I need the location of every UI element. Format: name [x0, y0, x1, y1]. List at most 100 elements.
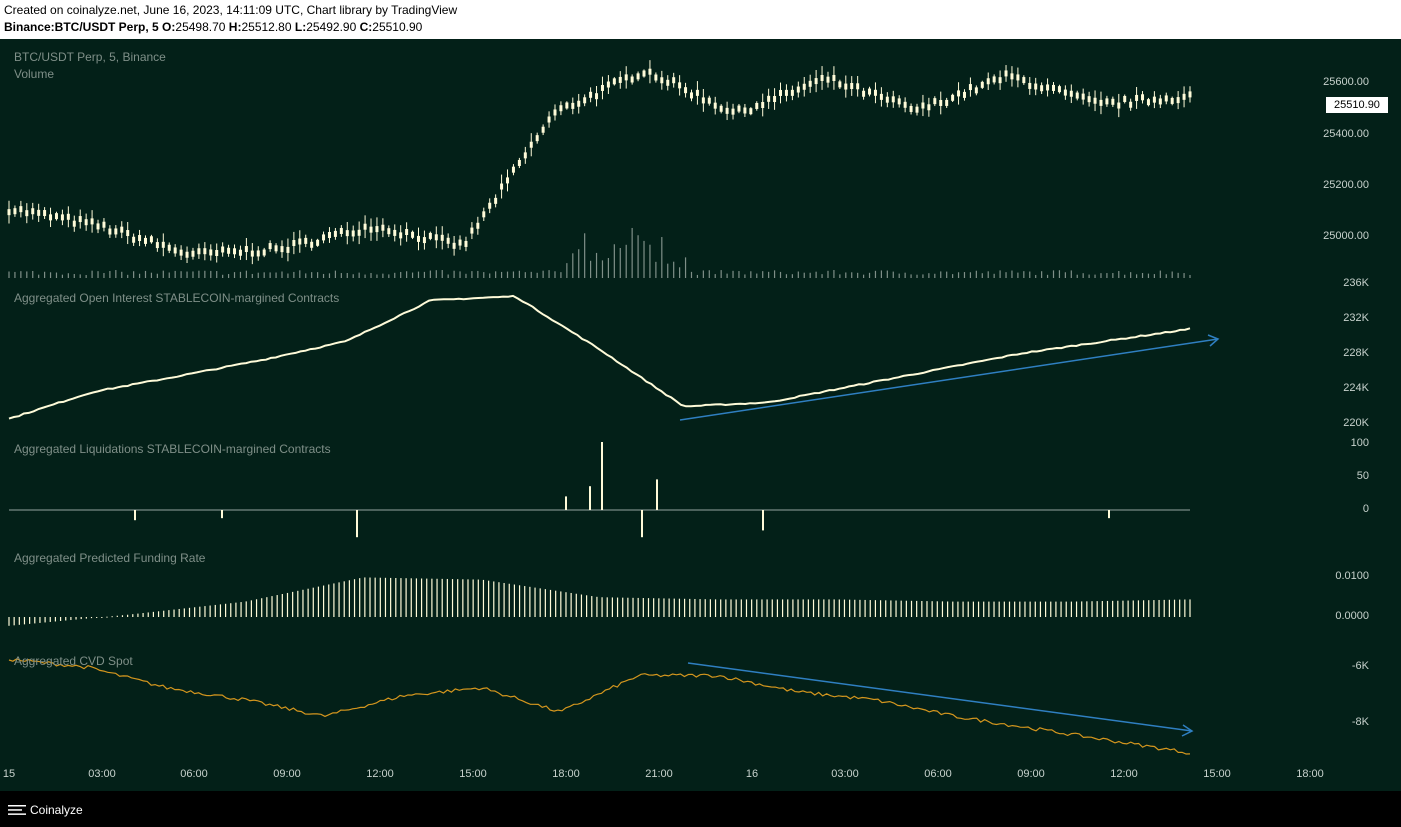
funding-bar: [1168, 599, 1170, 617]
liquidation-bar: [356, 510, 358, 538]
volume-bar: [862, 274, 865, 278]
volume-bar: [815, 271, 817, 278]
funding-bar: [230, 603, 232, 617]
volume-bar: [1035, 274, 1037, 278]
price-candle: [84, 219, 88, 226]
volume-bar: [839, 274, 841, 278]
volume-bar: [506, 271, 509, 278]
funding-bar: [720, 599, 722, 617]
funding-bar: [539, 588, 541, 617]
current-price-label: 25510.90: [1326, 97, 1388, 113]
funding-bar: [709, 599, 711, 617]
volume-bar: [441, 270, 443, 278]
volume-bar: [946, 271, 948, 278]
funding-bar: [993, 601, 995, 617]
price-candle: [238, 249, 242, 256]
volume-bar: [168, 272, 170, 278]
price-candle: [1152, 96, 1156, 103]
volume-bar: [346, 273, 348, 278]
funding-bar: [802, 599, 804, 617]
volume-bar: [388, 274, 390, 278]
volume-bar: [969, 272, 972, 278]
funding-bar: [673, 598, 675, 617]
funding-bar: [518, 585, 521, 617]
volume-bar: [696, 274, 699, 278]
funding-bar: [890, 600, 892, 617]
funding-bar: [596, 596, 598, 617]
volume-bar: [489, 273, 491, 278]
funding-bar: [353, 579, 356, 617]
chart-canvas[interactable]: [0, 39, 1401, 791]
funding-bar: [565, 592, 567, 617]
ohlc-header: Binance:BTC/USDT Perp, 5 O:25498.70 H:25…: [4, 20, 422, 34]
price-candle: [488, 202, 492, 209]
volume-bar: [738, 271, 740, 278]
volume-bar: [601, 260, 604, 278]
volume-bar: [1153, 274, 1155, 278]
price-candle: [96, 223, 100, 230]
funding-bar: [1024, 601, 1026, 617]
funding-bar: [39, 617, 41, 623]
price-candle: [31, 208, 35, 215]
price-candle: [1075, 92, 1079, 99]
funding-bar: [49, 617, 51, 622]
price-candle: [1016, 74, 1020, 81]
price-candle: [143, 237, 147, 244]
funding-bar: [895, 600, 897, 617]
volume-bar: [1094, 274, 1096, 278]
funding-bar: [663, 598, 665, 617]
volume-bar: [435, 270, 437, 278]
funding-bar: [467, 579, 469, 617]
volume-bar: [73, 273, 75, 278]
volume-bar: [1118, 270, 1120, 278]
low-value: 25492.90: [306, 20, 357, 34]
funding-bar: [575, 593, 577, 617]
price-candle: [476, 222, 480, 229]
price-candle: [363, 223, 367, 230]
funding-bar: [916, 600, 918, 617]
volume-bar: [833, 270, 835, 278]
price-candle: [1164, 95, 1168, 102]
volume-bar: [1011, 270, 1013, 278]
cvd-line: [8, 658, 1191, 755]
price-candle: [678, 82, 682, 89]
funding-bar: [374, 577, 376, 617]
oi-tick: 220K: [1343, 417, 1369, 429]
price-tick: 25200.00: [1323, 179, 1369, 191]
volume-bar: [162, 270, 164, 278]
funding-bar: [359, 578, 361, 617]
footer-bar: Coinalyze: [0, 791, 1401, 827]
volume-bar: [127, 274, 129, 278]
volume-bar: [500, 271, 503, 278]
price-candle: [434, 234, 438, 241]
price-candle: [642, 70, 646, 77]
chart-area[interactable]: BTC/USDT Perp, 5, Binance Volume Aggrega…: [0, 39, 1401, 791]
funding-bar: [199, 606, 201, 617]
open-interest-pane-title: Aggregated Open Interest STABLECOIN-marg…: [14, 291, 340, 305]
volume-bar: [874, 270, 877, 278]
funding-bar: [34, 617, 36, 624]
price-candle: [565, 102, 569, 109]
volume-bar: [1159, 270, 1161, 278]
funding-bar: [699, 599, 701, 617]
funding-bar: [910, 600, 913, 617]
price-candle: [19, 206, 23, 213]
funding-bar: [420, 578, 423, 617]
funding-bar: [13, 617, 15, 626]
price-candle: [268, 243, 272, 250]
time-tick: 03:00: [831, 768, 859, 780]
funding-bar: [952, 601, 954, 617]
funding-bar: [1148, 600, 1150, 617]
liquidation-bar: [656, 479, 658, 510]
price-candle: [618, 76, 622, 83]
oi-tick: 224K: [1343, 382, 1369, 394]
coinalyze-logo[interactable]: Coinalyze: [8, 803, 83, 817]
volume-bar: [708, 270, 710, 278]
price-candle: [529, 141, 533, 148]
volume-bar: [619, 248, 621, 278]
funding-bar: [503, 582, 505, 617]
funding-bar: [209, 605, 211, 617]
price-candle: [1052, 84, 1056, 91]
funding-bar: [255, 599, 258, 617]
price-candle: [1123, 95, 1127, 102]
